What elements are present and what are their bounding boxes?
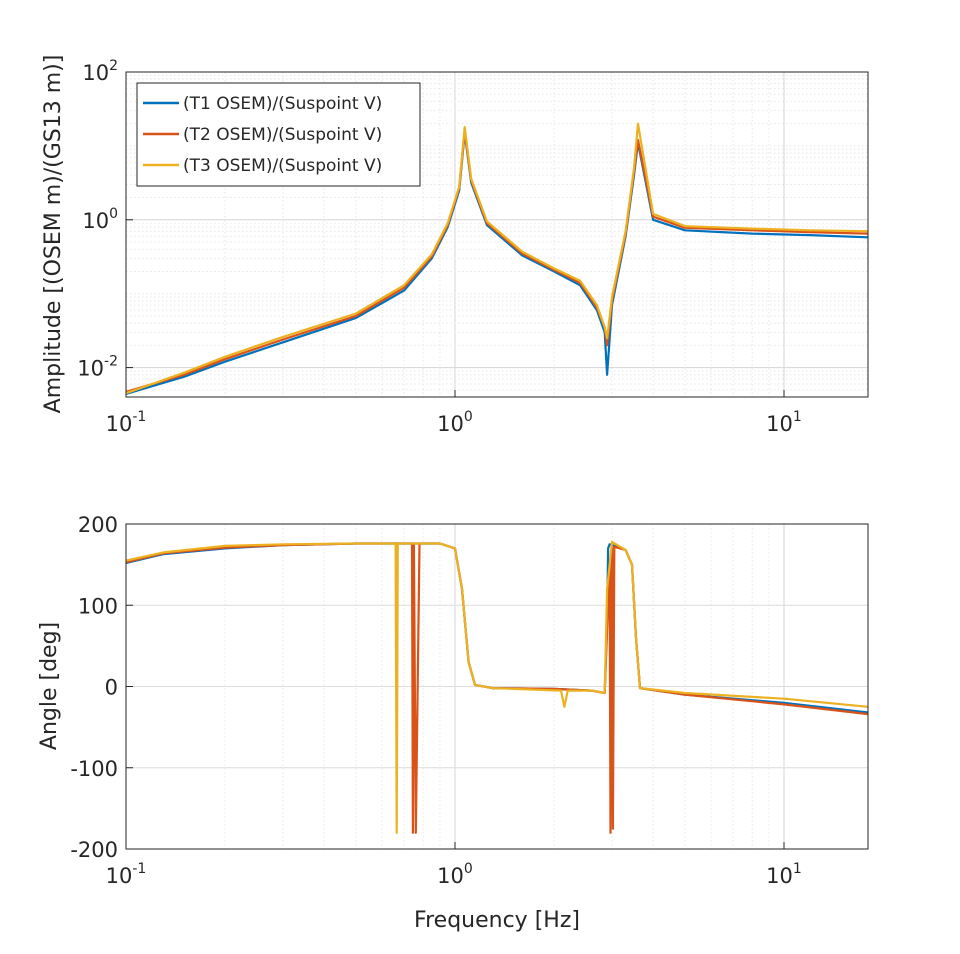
amplitude-x-tick-label: 100 (437, 409, 473, 436)
phase-y-axis-label: Angle [deg] (37, 622, 62, 750)
phase-x-tick-label: 101 (766, 861, 802, 888)
legend-entry-1: (T1 OSEM)/(Suspoint V) (183, 94, 382, 114)
phase-series-3-line (125, 540, 869, 834)
amplitude-plot: 10-1 100 101 10-2 100 102 (77, 58, 869, 436)
phase-y-tick-label: 200 (78, 513, 118, 537)
phase-y-tick-label: 0 (105, 676, 118, 700)
phase-x-tick-label: 10-1 (106, 861, 147, 888)
phase-y-tick-label: 100 (78, 594, 118, 618)
amplitude-series-group (125, 122, 869, 395)
amplitude-y-tick-label: 102 (82, 58, 118, 85)
amplitude-x-tick-label: 101 (766, 409, 802, 436)
phase-grid (125, 523, 868, 850)
legend-box (136, 82, 421, 187)
phase-series-group (125, 540, 869, 834)
legend: (T1 OSEM)/(Suspoint V) (T2 OSEM)/(Suspoin… (136, 82, 421, 187)
amplitude-axes-box (125, 71, 869, 398)
phase-x-tick-label: 100 (437, 861, 473, 888)
amplitude-y-tick-label: 100 (82, 206, 118, 233)
amplitude-y-axis-label: Amplitude [(OSEM m)/(GS13 m)] (41, 55, 66, 414)
amplitude-y-tick-label: 10-2 (77, 354, 118, 381)
phase-plot: 10-1 100 101 200 100 0 -100 -200 (70, 513, 869, 888)
amplitude-series-2-line (125, 129, 869, 393)
phase-y-tick-label: -200 (70, 838, 118, 862)
legend-entry-3: (T3 OSEM)/(Suspoint V) (183, 156, 382, 176)
phase-y-tick-label: -100 (70, 757, 118, 781)
x-axis-label: Frequency [Hz] (414, 908, 580, 933)
legend-entry-2: (T2 OSEM)/(Suspoint V) (183, 125, 382, 145)
amplitude-series-3-line (125, 122, 869, 395)
amplitude-x-tick-label: 10-1 (106, 409, 147, 436)
